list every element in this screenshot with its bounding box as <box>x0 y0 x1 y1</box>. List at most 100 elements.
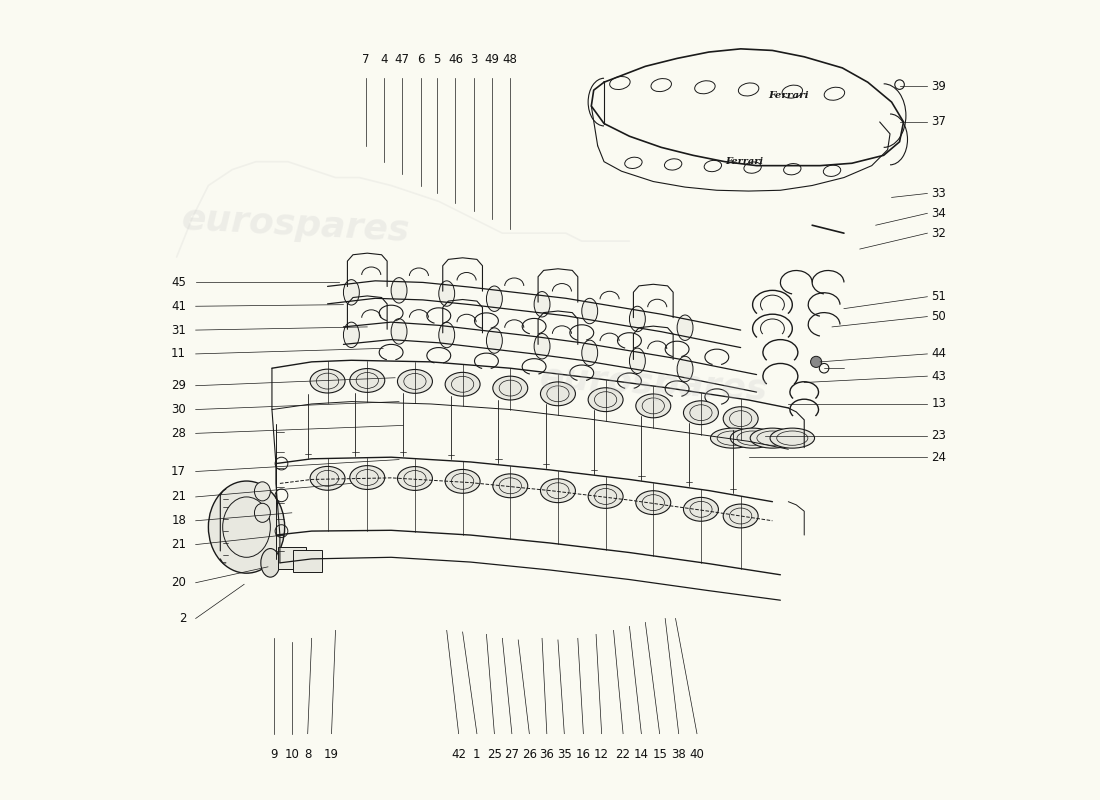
Text: 40: 40 <box>690 748 704 761</box>
Ellipse shape <box>582 340 597 366</box>
Text: 1: 1 <box>473 748 481 761</box>
Text: 4: 4 <box>381 54 387 66</box>
Text: 10: 10 <box>285 748 299 761</box>
Ellipse shape <box>711 428 755 448</box>
Text: 45: 45 <box>172 276 186 289</box>
Text: 21: 21 <box>172 490 186 503</box>
Text: 23: 23 <box>932 430 946 442</box>
Text: 18: 18 <box>172 514 186 527</box>
Ellipse shape <box>582 298 597 324</box>
Text: 2: 2 <box>178 612 186 625</box>
Text: 7: 7 <box>362 54 370 66</box>
Text: 39: 39 <box>932 80 946 93</box>
Text: 3: 3 <box>470 54 477 66</box>
Bar <box>277 547 306 570</box>
Text: 48: 48 <box>503 54 518 66</box>
Text: 42: 42 <box>451 748 466 761</box>
Ellipse shape <box>683 498 718 522</box>
Text: 12: 12 <box>594 748 609 761</box>
Text: 21: 21 <box>172 538 186 551</box>
Ellipse shape <box>446 372 480 396</box>
Ellipse shape <box>493 376 528 400</box>
Text: 25: 25 <box>487 748 502 761</box>
Ellipse shape <box>486 286 503 311</box>
Ellipse shape <box>535 334 550 359</box>
Ellipse shape <box>343 280 360 305</box>
Text: eurospares: eurospares <box>538 361 768 407</box>
Ellipse shape <box>636 394 671 418</box>
Text: 17: 17 <box>172 465 186 478</box>
Ellipse shape <box>446 470 480 494</box>
Text: 46: 46 <box>448 54 463 66</box>
Text: 11: 11 <box>172 347 186 361</box>
Text: 35: 35 <box>557 748 572 761</box>
Ellipse shape <box>636 490 671 514</box>
Ellipse shape <box>439 322 454 348</box>
Text: 49: 49 <box>484 54 499 66</box>
Ellipse shape <box>535 291 550 317</box>
Text: Ferrari: Ferrari <box>768 91 808 100</box>
Ellipse shape <box>254 503 271 522</box>
Text: 34: 34 <box>932 207 946 220</box>
Ellipse shape <box>723 406 758 430</box>
Ellipse shape <box>343 322 360 347</box>
Ellipse shape <box>629 306 646 332</box>
Text: 37: 37 <box>932 115 946 129</box>
Ellipse shape <box>310 369 345 393</box>
Text: 38: 38 <box>671 748 686 761</box>
Ellipse shape <box>397 370 432 394</box>
Ellipse shape <box>811 356 822 367</box>
Text: 8: 8 <box>304 748 311 761</box>
Ellipse shape <box>588 485 623 508</box>
Text: 36: 36 <box>539 748 554 761</box>
Text: 16: 16 <box>576 748 591 761</box>
Text: eurospares: eurospares <box>180 202 410 248</box>
Ellipse shape <box>310 466 345 490</box>
Text: 44: 44 <box>932 347 946 361</box>
Text: 27: 27 <box>505 748 519 761</box>
Text: 50: 50 <box>932 310 946 323</box>
Ellipse shape <box>261 549 279 577</box>
Text: 20: 20 <box>172 576 186 590</box>
Ellipse shape <box>350 369 385 392</box>
Ellipse shape <box>730 428 774 448</box>
Ellipse shape <box>397 466 432 490</box>
Ellipse shape <box>588 388 623 411</box>
Text: 28: 28 <box>172 427 186 440</box>
Ellipse shape <box>493 474 528 498</box>
Text: 9: 9 <box>270 748 277 761</box>
Ellipse shape <box>629 348 646 374</box>
Text: 41: 41 <box>172 300 186 313</box>
Ellipse shape <box>683 401 718 425</box>
Text: 43: 43 <box>932 370 946 382</box>
Text: 15: 15 <box>652 748 667 761</box>
Text: 30: 30 <box>172 403 186 416</box>
Text: 32: 32 <box>932 226 946 240</box>
Ellipse shape <box>392 318 407 344</box>
Text: 22: 22 <box>616 748 630 761</box>
Text: 51: 51 <box>932 290 946 303</box>
Text: 29: 29 <box>172 379 186 392</box>
Ellipse shape <box>540 479 575 502</box>
Text: 26: 26 <box>521 748 537 761</box>
Text: 24: 24 <box>932 450 946 464</box>
Ellipse shape <box>208 481 285 573</box>
Ellipse shape <box>723 504 758 528</box>
Text: 31: 31 <box>172 323 186 337</box>
Text: 19: 19 <box>324 748 339 761</box>
Ellipse shape <box>770 428 814 448</box>
Text: 47: 47 <box>395 54 409 66</box>
Ellipse shape <box>678 356 693 382</box>
Ellipse shape <box>540 382 575 406</box>
Ellipse shape <box>486 328 503 354</box>
Text: 14: 14 <box>634 748 649 761</box>
Bar <box>294 550 322 572</box>
Ellipse shape <box>750 428 794 448</box>
Ellipse shape <box>254 482 271 501</box>
Text: 5: 5 <box>433 54 441 66</box>
Ellipse shape <box>392 278 407 303</box>
Text: 6: 6 <box>417 54 425 66</box>
Text: Ferrari: Ferrari <box>726 157 763 166</box>
Text: 13: 13 <box>932 398 946 410</box>
Ellipse shape <box>350 466 385 490</box>
